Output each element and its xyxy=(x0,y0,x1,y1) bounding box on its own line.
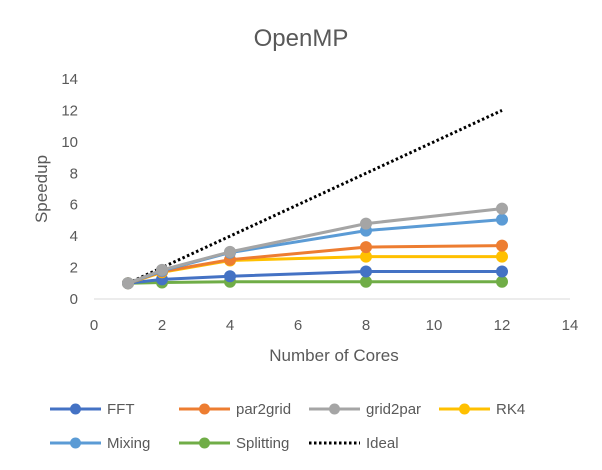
x-tick-label: 10 xyxy=(426,317,443,334)
x-axis-title: Number of Cores xyxy=(269,346,398,365)
legend-marker-splitting xyxy=(199,437,210,449)
y-tick-label: 8 xyxy=(70,165,78,182)
data-point-grid2par xyxy=(122,277,134,290)
series-layer xyxy=(122,202,508,290)
data-point-par2grid xyxy=(360,241,372,254)
ideal-line-layer xyxy=(127,109,503,285)
y-tick-label: 0 xyxy=(70,291,78,308)
data-point-splitting xyxy=(496,275,508,288)
x-tick-label: 6 xyxy=(294,317,302,334)
legend: FFT par2grid grid2par RK4 Mixing Splitting Ide… xyxy=(50,401,525,452)
legend-label-rk4: RK4 xyxy=(496,401,525,418)
legend-item-par2grid: par2grid xyxy=(179,401,291,418)
legend-item-mixing: Mixing xyxy=(50,435,150,452)
series-line-ideal xyxy=(127,109,503,285)
legend-label-splitting: Splitting xyxy=(236,435,289,452)
legend-item-rk4: RK4 xyxy=(439,401,525,418)
data-point-fft xyxy=(496,265,508,278)
legend-item-splitting: Splitting xyxy=(179,435,289,452)
legend-item-ideal: Ideal xyxy=(309,435,399,452)
chart-title: OpenMP xyxy=(254,25,349,52)
y-tick-label: 2 xyxy=(70,260,78,277)
legend-marker-mixing xyxy=(70,437,81,449)
data-point-fft xyxy=(360,265,372,278)
legend-label-par2grid: par2grid xyxy=(236,401,291,418)
x-tick-label: 4 xyxy=(226,317,234,334)
y-tick-label: 10 xyxy=(61,134,78,151)
x-tick-label: 2 xyxy=(158,317,166,334)
x-tick-label: 14 xyxy=(562,317,579,334)
data-point-fft xyxy=(224,270,236,283)
legend-label-fft: FFT xyxy=(107,401,135,418)
data-point-grid2par xyxy=(224,245,236,258)
data-point-par2grid xyxy=(496,239,508,252)
x-tick-label: 8 xyxy=(362,317,370,334)
series-line-splitting xyxy=(127,280,502,285)
legend-marker-rk4 xyxy=(459,403,470,415)
legend-label-mixing: Mixing xyxy=(107,435,150,452)
data-point-rk4 xyxy=(496,250,508,263)
data-point-grid2par xyxy=(360,217,372,230)
legend-label-ideal: Ideal xyxy=(366,435,399,452)
legend-item-fft: FFT xyxy=(50,401,135,418)
y-tick-label: 12 xyxy=(61,102,78,119)
data-point-mixing xyxy=(496,213,508,226)
legend-marker-grid2par xyxy=(329,403,340,415)
x-tick-label: 12 xyxy=(494,317,511,334)
legend-marker-par2grid xyxy=(199,403,210,415)
data-point-grid2par xyxy=(496,202,508,215)
data-point-splitting xyxy=(360,275,372,288)
legend-marker-fft xyxy=(70,403,81,415)
data-point-grid2par xyxy=(156,263,168,276)
x-tick-label: 0 xyxy=(90,317,98,334)
y-axis-title: Speedup xyxy=(32,155,51,223)
y-tick-label: 6 xyxy=(70,197,78,214)
series-grid2par xyxy=(122,202,508,290)
y-tick-label: 4 xyxy=(70,228,78,245)
legend-label-grid2par: grid2par xyxy=(366,401,421,418)
legend-item-grid2par: grid2par xyxy=(309,401,421,418)
y-tick-label: 14 xyxy=(61,71,78,88)
axes-layer: 0 2 4 6 8 10 12 14 0 2 4 6 8 10 12 14 xyxy=(61,71,578,334)
